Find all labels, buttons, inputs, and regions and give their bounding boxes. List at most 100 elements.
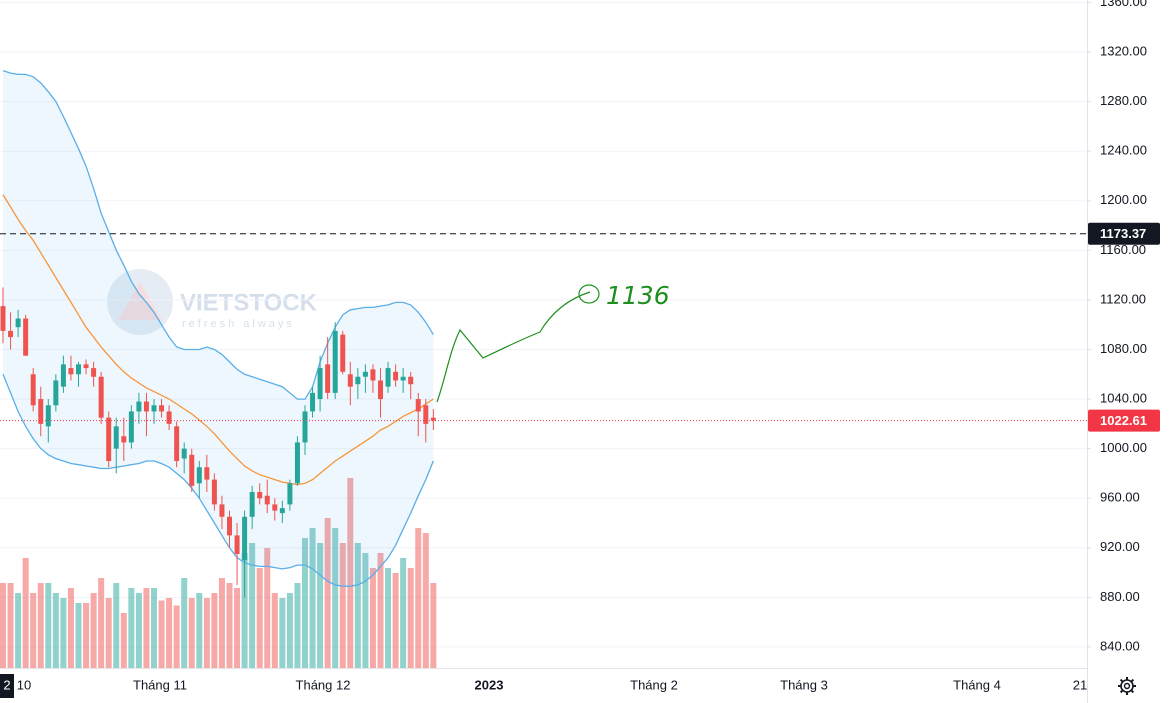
volume-bar bbox=[264, 548, 271, 668]
candle-body bbox=[227, 516, 232, 536]
y-tick-label: 1240.00 bbox=[1100, 143, 1147, 158]
candle-body bbox=[400, 376, 406, 381]
volume-bar bbox=[0, 583, 6, 668]
band-middle bbox=[2, 194, 434, 486]
plot-area bbox=[0, 1, 1087, 668]
volume-bar bbox=[45, 583, 52, 668]
candle-body bbox=[204, 467, 210, 480]
volume-bar bbox=[203, 598, 210, 668]
candle-body bbox=[174, 426, 180, 462]
y-tick-label: 1200.00 bbox=[1100, 192, 1147, 207]
volume-bar bbox=[430, 583, 437, 668]
volume-bar bbox=[407, 568, 414, 668]
volume-bar bbox=[400, 558, 407, 668]
candle-body bbox=[430, 417, 436, 421]
candle-body bbox=[181, 448, 187, 459]
candle-body bbox=[113, 426, 119, 449]
candle-body bbox=[393, 371, 399, 381]
volume-bar bbox=[151, 588, 157, 668]
drawing[interactable]: 1136 bbox=[436, 281, 670, 403]
candle-body bbox=[30, 374, 36, 406]
candle-body bbox=[362, 371, 368, 377]
candle-body bbox=[60, 364, 66, 387]
candle-body bbox=[347, 374, 353, 387]
band-upper bbox=[2, 69, 434, 400]
settings-button[interactable] bbox=[1118, 677, 1136, 695]
x-tick-label: Tháng 3 bbox=[780, 677, 828, 692]
volume-bar bbox=[241, 553, 248, 668]
volume-bar bbox=[309, 528, 316, 668]
x-tick-label: Tháng 12 bbox=[296, 677, 351, 692]
volume-bar bbox=[120, 613, 127, 668]
x-tick-label: 21 bbox=[1073, 677, 1087, 692]
candle-body bbox=[68, 368, 74, 375]
y-tick-label: 920.00 bbox=[1100, 539, 1140, 554]
candle-body bbox=[8, 330, 14, 338]
y-tick-label: 1000.00 bbox=[1100, 440, 1147, 455]
volume-bar bbox=[286, 593, 293, 668]
volume-bar bbox=[302, 538, 308, 668]
volume-bar bbox=[75, 603, 82, 668]
y-tick-label: 1360.00 bbox=[1100, 0, 1147, 9]
watermark-logo bbox=[107, 269, 173, 335]
volume-bar bbox=[211, 593, 218, 668]
candle-body bbox=[332, 330, 338, 393]
volume-bar bbox=[196, 593, 203, 668]
candle-body bbox=[408, 376, 414, 385]
y-tick-label: 1280.00 bbox=[1100, 93, 1147, 108]
sketch-circle bbox=[578, 284, 600, 304]
trend-sketch bbox=[436, 291, 591, 403]
volume-bar bbox=[166, 598, 173, 668]
candle-body bbox=[385, 368, 391, 387]
volume-bar bbox=[181, 578, 188, 668]
volume-bar bbox=[354, 543, 361, 668]
candle-body bbox=[121, 436, 127, 443]
candle-body bbox=[294, 442, 300, 484]
band-lower bbox=[2, 374, 434, 587]
gear-hub bbox=[1123, 682, 1131, 690]
volume-bar bbox=[392, 573, 399, 668]
watermark: VIETSTOCK refresh always bbox=[107, 269, 318, 335]
volume-bar bbox=[30, 593, 37, 668]
candle-body bbox=[15, 318, 21, 328]
candle-body bbox=[249, 492, 255, 517]
volume-bar bbox=[143, 588, 150, 668]
volume-bar bbox=[369, 568, 376, 668]
price-label: 1173.37 bbox=[1100, 226, 1146, 241]
volume-bar bbox=[15, 593, 22, 668]
price-label: 1022.61 bbox=[1100, 413, 1147, 428]
y-tick-label: 1040.00 bbox=[1100, 391, 1147, 406]
x-tick-label: Tháng 11 bbox=[133, 677, 187, 692]
volume-bar bbox=[128, 588, 135, 668]
candle-body bbox=[196, 467, 202, 484]
price-label-box bbox=[1088, 409, 1160, 432]
candle-body bbox=[219, 504, 225, 517]
volume-bar bbox=[67, 588, 74, 668]
candle-body bbox=[166, 411, 172, 424]
volume-bar bbox=[226, 583, 233, 668]
candle-body bbox=[370, 369, 376, 381]
volume-bar bbox=[83, 603, 90, 668]
x-tick-label: Tháng 2 bbox=[630, 677, 678, 692]
price-label-box bbox=[1088, 222, 1160, 245]
volume-bar bbox=[415, 528, 422, 668]
sketch-label: 1136 bbox=[606, 281, 670, 310]
volume-bar bbox=[188, 598, 195, 668]
candle-body bbox=[340, 334, 346, 372]
volume-bar bbox=[234, 588, 241, 668]
volume-bar bbox=[105, 598, 112, 668]
candle-body bbox=[23, 318, 29, 356]
y-tick-label: 880.00 bbox=[1100, 589, 1140, 604]
x-tick-label: Tháng 4 bbox=[953, 677, 1001, 692]
volume-bar bbox=[60, 598, 67, 668]
candle-body bbox=[0, 306, 6, 331]
candle-body bbox=[83, 364, 89, 369]
volume-bar bbox=[135, 593, 142, 668]
volume-bar bbox=[7, 583, 14, 668]
volume-bar bbox=[332, 528, 339, 668]
candle-body bbox=[136, 401, 142, 412]
candle-body bbox=[302, 411, 308, 443]
candle-body bbox=[272, 504, 278, 511]
volume-bar bbox=[113, 583, 120, 668]
